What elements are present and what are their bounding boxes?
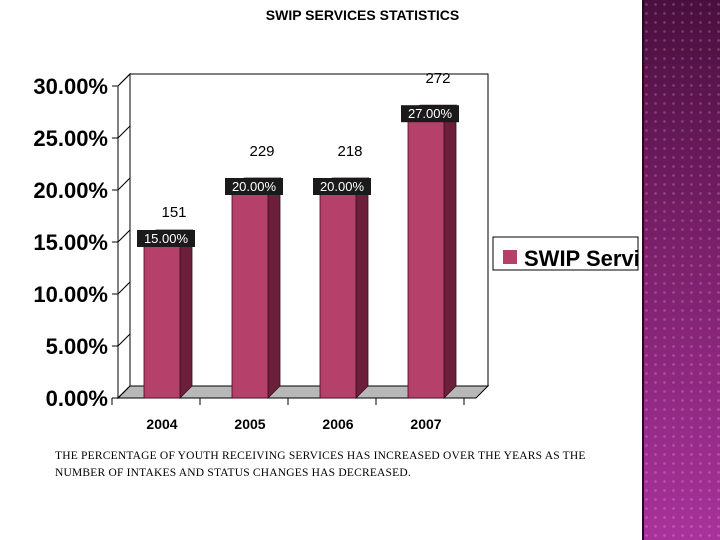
bar-front-face [143,241,181,399]
value-label-box [137,230,195,247]
band-edge [642,0,644,540]
y-tick-label: 30.00% [33,74,108,99]
bar-2004 [143,229,193,399]
value-label: 20.00% [320,179,365,194]
y-tick-label: 5.00% [46,334,108,359]
bar-front-face [231,189,269,399]
legend-frame [492,236,639,271]
y-tick-wall-line [117,333,131,347]
x-tick-label: 2005 [234,416,265,432]
count-label: 229 [249,143,274,160]
y-tick-label: 20.00% [33,178,108,203]
bar-2005 [231,177,281,399]
chart-caption: THE PERCENTAGE OF YOUTH RECEIVING SERVIC… [55,450,586,479]
value-label: 27.00% [408,106,453,121]
y-tick-label: 10.00% [33,282,108,307]
chart-title: SWIP SERVICES STATISTICS [265,7,460,23]
legend: SWIP Services [492,236,640,271]
y-tick-label: 0.00% [46,386,108,411]
legend-label: SWIP Services [524,246,640,271]
y-tick-wall-line [117,281,131,295]
y-tick-wall-line [117,385,131,399]
bar-side-face [267,177,281,399]
value-label: 20.00% [232,179,277,194]
decorative-side-band [642,0,720,540]
x-tick-label: 2006 [322,416,353,432]
value-label: 15.00% [144,231,189,246]
value-label-box [313,178,371,195]
y-tick-wall-line [117,229,131,243]
count-label: 218 [337,143,362,160]
bar-2007 [407,104,457,399]
count-label: 272 [425,70,450,87]
count-label: 151 [161,204,186,221]
bar-chart: 0.00% 5.00% 10.00% 15.00% 20.00% 25.00% 30.00%… [33,70,640,432]
y-tick-label: 25.00% [33,126,108,151]
value-label-box [225,178,283,195]
bar-side-face [179,229,193,399]
bar-side-face [355,177,369,399]
y-tick-wall-line [117,125,131,139]
x-tick-label: 2004 [146,416,177,432]
band-pattern [642,0,720,540]
bar-front-face [319,189,357,399]
bar-side-face [443,104,457,399]
x-tick-label: 2007 [410,416,441,432]
y-tick-label: 15.00% [33,230,108,255]
bar-2006 [319,177,369,399]
labels-layer: 15.00% 151 2004 20.00% 229 2005 20.00% 218 2006 2… [137,70,459,432]
bar-front-face [407,116,445,399]
value-label-box [401,105,459,123]
legend-swatch [503,250,517,264]
y-tick-wall-line [117,73,131,87]
y-tick-wall-line [117,177,131,191]
